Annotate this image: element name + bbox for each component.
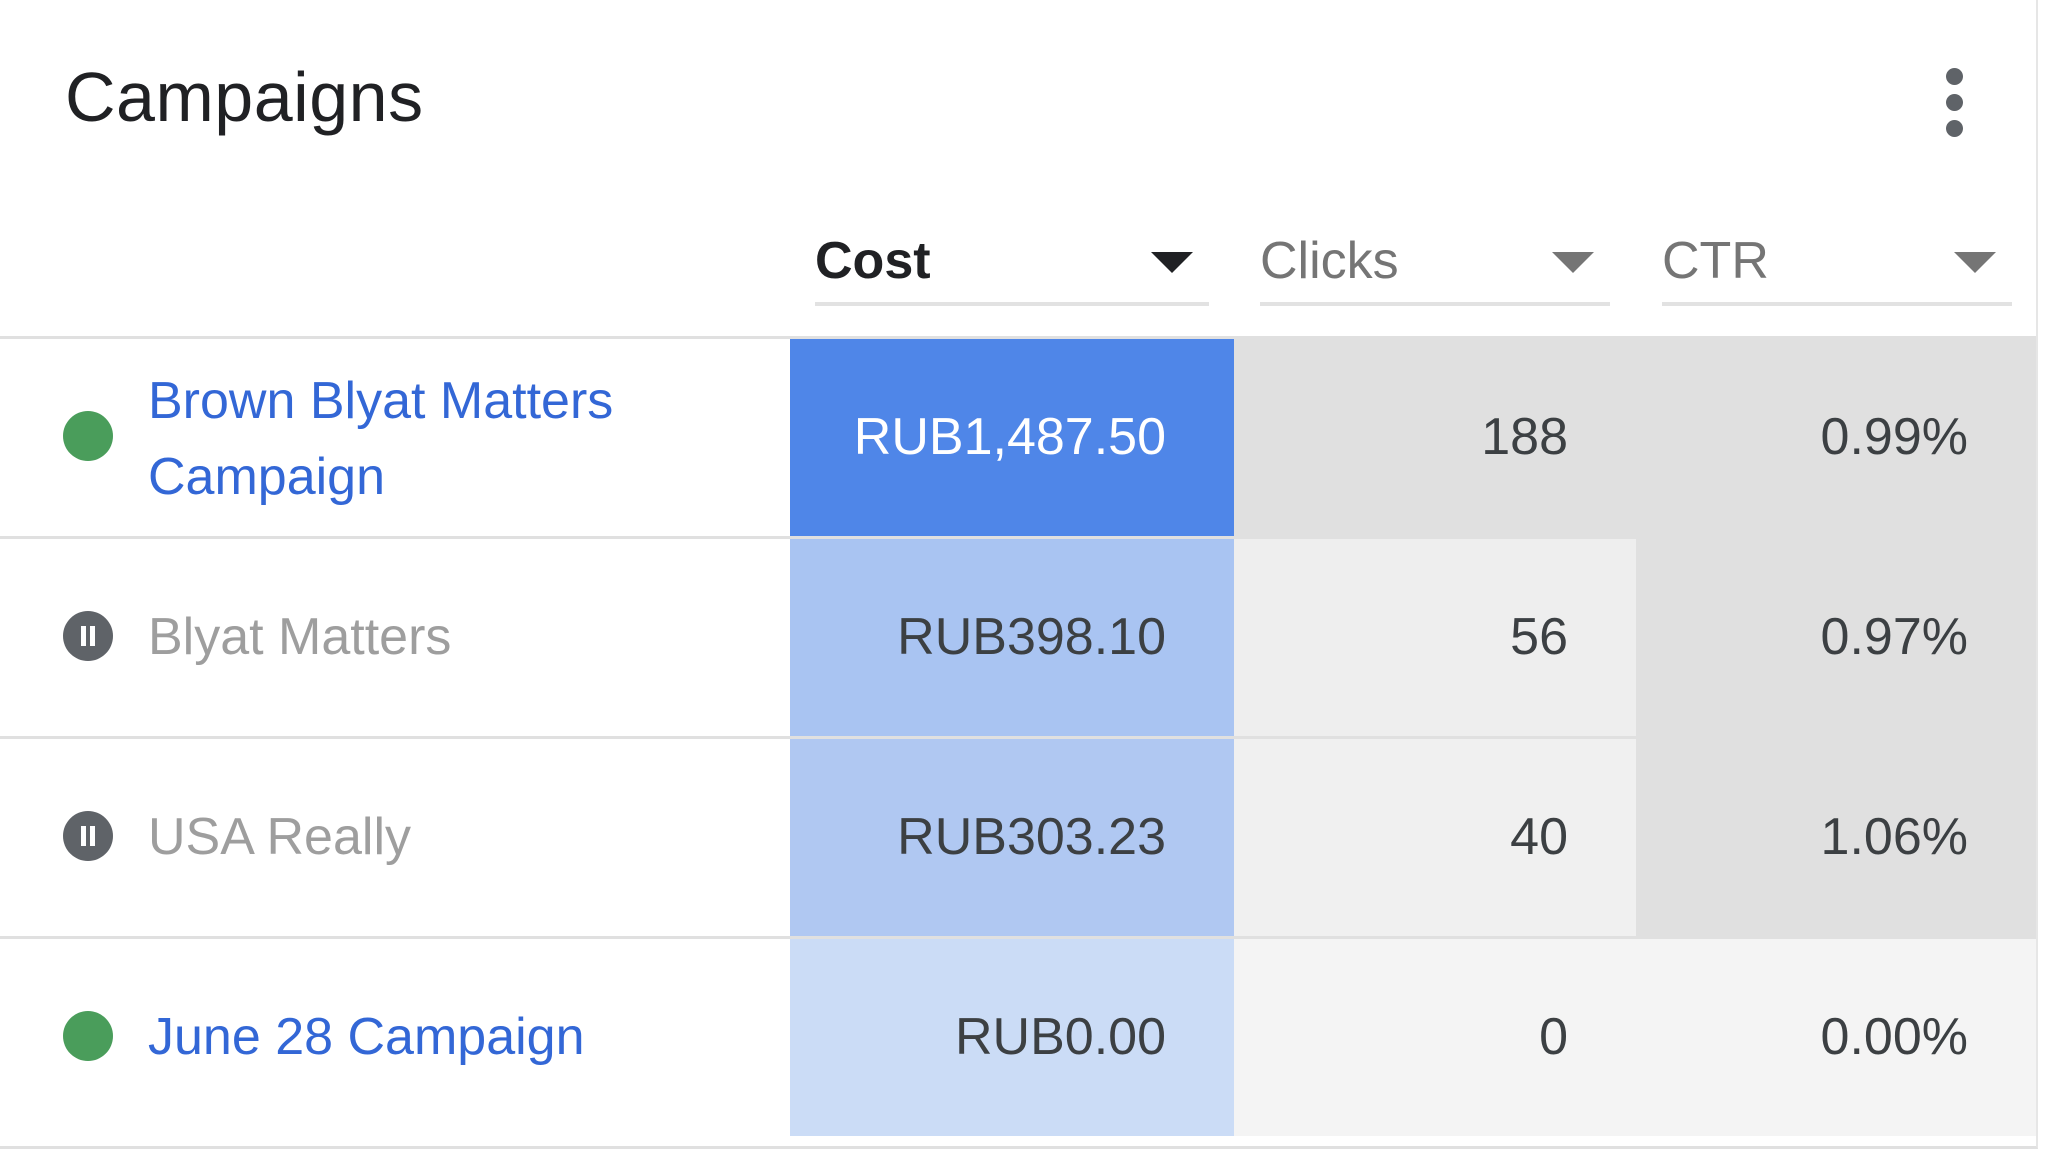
cost-value: RUB303.23 (897, 808, 1166, 866)
campaigns-table: Brown Blyat Matters Campaign RUB1,487.50… (0, 336, 2036, 1136)
cost-value: RUB0.00 (955, 1008, 1166, 1066)
ctr-value: 0.99% (1820, 408, 1968, 466)
enabled-status-icon (63, 411, 113, 461)
column-header-ctr[interactable]: CTR (1662, 226, 2012, 306)
ctr-value: 0.97% (1820, 608, 1968, 666)
clicks-cell: 0 (1234, 939, 1636, 1136)
column-header-clicks[interactable]: Clicks (1260, 226, 1610, 306)
clicks-value: 40 (1510, 808, 1568, 866)
cost-cell: RUB1,487.50 (790, 339, 1234, 536)
ctr-value: 1.06% (1820, 808, 1968, 866)
paused-status-icon (63, 811, 113, 861)
arrow-drop-down-icon (1151, 252, 1193, 273)
ctr-cell: 0.00% (1636, 939, 2036, 1136)
cost-value: RUB1,487.50 (853, 408, 1166, 466)
ctr-cell: 0.97% (1636, 539, 2036, 736)
table-row[interactable]: USA Really RUB303.23 40 1.06% (0, 736, 2036, 936)
paused-status-icon (63, 611, 113, 661)
campaign-name[interactable]: Brown Blyat Matters Campaign (148, 372, 614, 506)
clicks-value: 56 (1510, 608, 1568, 666)
cost-cell: RUB303.23 (790, 739, 1234, 936)
more-vert-icon-dot (1946, 120, 1963, 137)
column-header-label: CTR (1662, 232, 1769, 290)
cost-value: RUB398.10 (897, 608, 1166, 666)
campaign-name[interactable]: June 28 Campaign (148, 1008, 585, 1066)
arrow-drop-down-icon (1552, 252, 1594, 273)
cost-cell: RUB398.10 (790, 539, 1234, 736)
ctr-value: 0.00% (1820, 1008, 1968, 1066)
column-header-label: Cost (815, 232, 931, 290)
table-row[interactable]: Brown Blyat Matters Campaign RUB1,487.50… (0, 336, 2036, 536)
ctr-cell: 0.99% (1636, 339, 2036, 536)
more-options-button[interactable] (1920, 62, 1990, 144)
more-vert-icon (1946, 68, 1963, 85)
clicks-value: 0 (1539, 1008, 1568, 1066)
ctr-cell: 1.06% (1636, 739, 2036, 936)
clicks-cell: 188 (1234, 339, 1636, 536)
table-row[interactable]: June 28 Campaign RUB0.00 0 0.00% (0, 936, 2036, 1136)
table-row[interactable]: Blyat Matters RUB398.10 56 0.97% (0, 536, 2036, 736)
more-vert-icon-dot (1946, 94, 1963, 111)
campaign-name[interactable]: USA Really (148, 808, 411, 866)
cost-cell: RUB0.00 (790, 939, 1234, 1136)
enabled-status-icon (63, 1011, 113, 1061)
column-header-cost[interactable]: Cost (815, 226, 1209, 306)
clicks-cell: 40 (1234, 739, 1636, 936)
clicks-value: 188 (1481, 408, 1568, 466)
arrow-drop-down-icon (1954, 252, 1996, 273)
clicks-cell: 56 (1234, 539, 1636, 736)
column-header-label: Clicks (1260, 232, 1399, 290)
card-title: Campaigns (65, 58, 424, 136)
campaign-name[interactable]: Blyat Matters (148, 608, 452, 666)
